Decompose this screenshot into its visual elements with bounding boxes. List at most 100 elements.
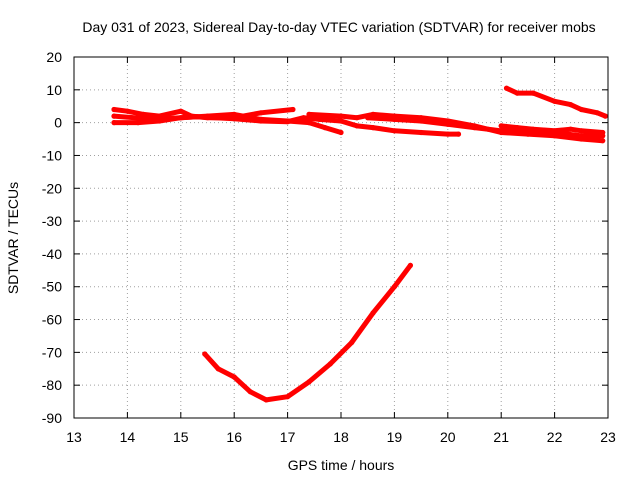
y-tick-label: -30 xyxy=(42,213,62,229)
data-point xyxy=(503,85,510,91)
data-point xyxy=(498,128,504,134)
data-point xyxy=(322,125,328,131)
x-tick-label: 15 xyxy=(173,429,189,445)
data-point xyxy=(338,113,344,119)
data-point xyxy=(194,114,200,120)
x-tick-label: 17 xyxy=(280,429,296,445)
data-point xyxy=(552,128,558,134)
y-tick-labels: 20 10 0 -10 -20 -30 -40 -50 -60 -70 -80 -90 xyxy=(42,49,62,426)
y-tick-label: -20 xyxy=(42,180,62,196)
data-point xyxy=(530,90,536,96)
data-point xyxy=(111,113,117,119)
data-point xyxy=(111,120,117,126)
x-tick-label: 16 xyxy=(226,429,242,445)
y-tick-label: -80 xyxy=(42,377,62,393)
data-point xyxy=(391,284,397,290)
y-tick-label: -70 xyxy=(42,344,62,360)
data-point xyxy=(111,106,117,113)
series-line-arc-e xyxy=(365,115,606,139)
data-point xyxy=(349,339,355,346)
data-point xyxy=(578,133,584,139)
x-tick-label: 20 xyxy=(440,429,456,445)
data-point xyxy=(247,389,253,395)
data-point xyxy=(327,361,333,367)
data-point xyxy=(407,262,413,268)
data-point xyxy=(370,310,376,316)
x-axis-label: GPS time / hours xyxy=(288,457,395,473)
data-point xyxy=(178,108,184,114)
axis-ticks xyxy=(73,56,609,419)
data-point xyxy=(135,120,141,126)
data-point xyxy=(354,115,360,121)
x-tick-label: 22 xyxy=(547,429,563,445)
data-point xyxy=(391,116,397,122)
y-tick-label: -50 xyxy=(42,279,62,295)
grid-lines xyxy=(74,57,608,418)
data-point xyxy=(263,397,269,403)
series-line-arc-g xyxy=(504,85,608,119)
data-point xyxy=(338,129,344,136)
data-point xyxy=(455,131,462,137)
data-point xyxy=(594,110,600,116)
data-point xyxy=(151,116,157,122)
data-point xyxy=(231,111,237,117)
data-point xyxy=(391,128,397,134)
data-point xyxy=(600,138,606,144)
data-point xyxy=(568,126,574,132)
data-point xyxy=(258,110,264,116)
data-point xyxy=(215,366,221,372)
data-point xyxy=(140,111,146,117)
y-tick-label: -90 xyxy=(42,410,62,426)
data-point xyxy=(471,125,478,131)
data-point xyxy=(365,115,371,121)
series-line-arc-h xyxy=(202,262,413,403)
x-tick-label: 13 xyxy=(66,429,82,445)
y-tick-label: -40 xyxy=(42,246,62,262)
data-point xyxy=(338,118,344,124)
data-point xyxy=(552,98,558,104)
data-point xyxy=(301,115,307,121)
data-point xyxy=(370,125,376,131)
data-point xyxy=(514,90,520,96)
data-point xyxy=(568,102,574,108)
data-point xyxy=(602,113,608,119)
data-series xyxy=(111,85,608,403)
data-point xyxy=(285,394,291,400)
chart-title: Day 031 of 2023, Sidereal Day-to-day VTE… xyxy=(82,19,595,35)
data-point xyxy=(202,351,208,357)
x-tick-label: 19 xyxy=(387,429,403,445)
y-tick-label: 20 xyxy=(46,49,62,65)
y-tick-label: 10 xyxy=(46,82,62,98)
data-point xyxy=(306,379,312,385)
data-point xyxy=(231,374,237,380)
data-point xyxy=(258,118,264,124)
data-point xyxy=(317,116,323,122)
x-tick-label: 18 xyxy=(333,429,349,445)
x-tick-labels: 13 14 15 16 17 18 19 20 21 22 23 xyxy=(66,429,616,445)
data-point xyxy=(530,126,536,132)
y-axis-label: SDTVAR / TECUs xyxy=(5,182,21,294)
data-point xyxy=(231,116,237,122)
data-point xyxy=(418,118,424,124)
data-point xyxy=(306,120,312,126)
data-point xyxy=(418,129,424,136)
y-tick-label: -10 xyxy=(42,147,62,163)
data-point xyxy=(578,106,584,113)
data-point xyxy=(445,131,451,137)
y-tick-label: -60 xyxy=(42,312,62,328)
data-point xyxy=(498,123,504,129)
data-point xyxy=(600,129,606,136)
data-point xyxy=(578,128,584,134)
data-point xyxy=(354,123,360,129)
x-tick-label: 23 xyxy=(600,429,616,445)
y-tick-label: 0 xyxy=(54,115,62,131)
data-point xyxy=(445,121,451,127)
data-point xyxy=(290,106,296,113)
data-point xyxy=(306,111,312,117)
data-point xyxy=(124,108,130,114)
x-tick-label: 14 xyxy=(120,429,136,445)
data-point xyxy=(514,125,520,131)
data-point xyxy=(285,119,291,125)
x-tick-label: 21 xyxy=(493,429,509,445)
